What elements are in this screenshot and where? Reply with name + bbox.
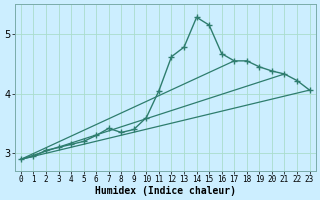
X-axis label: Humidex (Indice chaleur): Humidex (Indice chaleur) [95, 186, 236, 196]
